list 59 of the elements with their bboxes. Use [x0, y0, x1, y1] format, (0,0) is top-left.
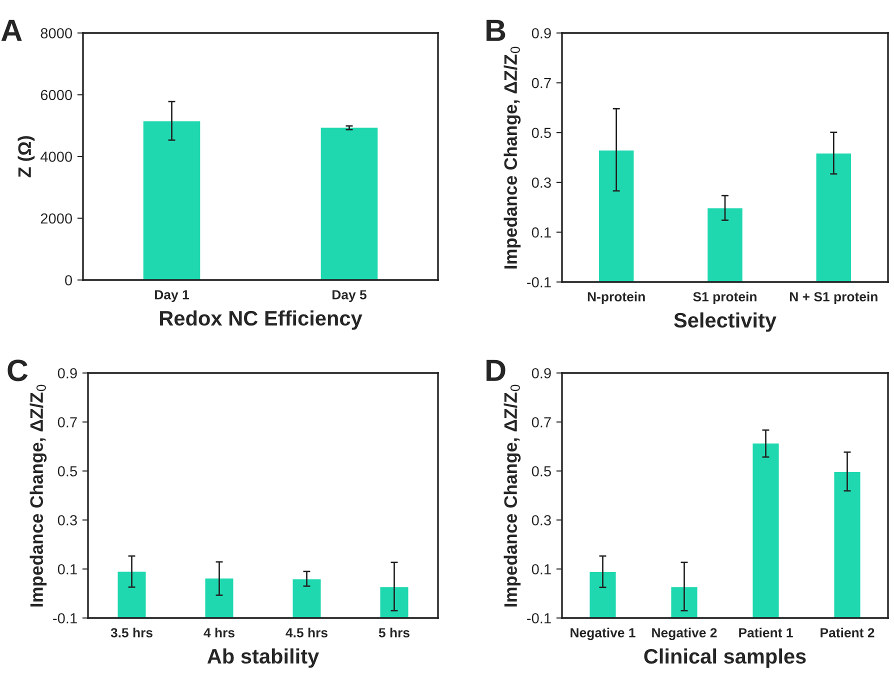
bar	[671, 587, 698, 618]
y-tick-label: 0.9	[58, 368, 77, 378]
bar	[292, 579, 321, 618]
x-tick-label: Patient 2	[820, 628, 874, 638]
y-tick-label: 0.5	[58, 466, 77, 476]
x-axis-title: Redox NC Efficiency	[160, 310, 362, 330]
y-tick-label: 0.7	[58, 417, 77, 428]
y-tick-label: 0.3	[532, 178, 551, 188]
x-tick-label: Day 5	[332, 290, 366, 302]
y-axis-title: Impedance Change, ΔZ/Z$_{0}$	[504, 384, 521, 607]
y-axis-title: Z (Ω)	[18, 136, 35, 178]
chart-title: A	[1, 20, 22, 41]
bar	[205, 578, 234, 618]
y-tick-label: 0.3	[532, 515, 551, 526]
bar	[834, 472, 860, 618]
bar	[380, 587, 408, 618]
y-tick-label: 8000	[40, 28, 72, 38]
x-tick-label: Negative 1	[570, 628, 636, 640]
x-tick-label: 5 hrs	[378, 628, 410, 638]
x-tick-label: S1 protein	[693, 292, 756, 304]
x-tick-label: 3.5 hrs	[110, 628, 152, 638]
bar	[708, 208, 742, 282]
y-tick-label: 0.1	[532, 227, 551, 238]
y-tick-label: -0.1	[527, 277, 551, 288]
bar	[598, 150, 634, 282]
bar	[752, 444, 779, 618]
y-axis-title: Impedance Change, ΔZ/Z$_{0}$	[504, 46, 521, 269]
x-axis-title: Clinical samples	[644, 648, 806, 668]
bar	[816, 154, 852, 282]
chart-title: B	[486, 20, 506, 41]
y-tick-label: 0	[65, 275, 72, 286]
x-tick-label: Day 1	[155, 290, 189, 302]
chart-title: D	[486, 360, 506, 381]
x-tick-label: Negative 2	[652, 628, 717, 640]
y-tick-label: 0.7	[532, 417, 551, 428]
y-tick-label: -0.1	[53, 613, 77, 624]
y-tick-label: 2000	[40, 213, 72, 224]
y-tick-label: 0.9	[532, 368, 551, 378]
y-tick-label: 6000	[40, 90, 72, 100]
x-tick-label: 4.5 hrs	[286, 628, 328, 638]
y-tick-label: 0.1	[532, 564, 551, 574]
y-tick-label: -0.1	[527, 613, 551, 624]
y-tick-label: 0.1	[58, 564, 77, 574]
x-tick-label: Patient 1	[739, 628, 793, 638]
y-tick-label: 0.5	[532, 466, 551, 476]
y-axis-title: Impedance Change, ΔZ/Z$_{0}$	[30, 384, 47, 607]
y-tick-label: 0.5	[532, 128, 551, 138]
y-tick-label: 0.7	[532, 78, 551, 88]
x-tick-label: 4 hrs	[204, 628, 234, 638]
x-tick-label: N + S1 protein	[790, 292, 878, 304]
x-tick-label: N-protein	[588, 292, 645, 304]
chart-title: C	[8, 360, 28, 382]
bar	[118, 572, 146, 618]
y-tick-label: 0.3	[58, 515, 77, 526]
x-axis-title: Ab stability	[207, 648, 320, 668]
y-tick-label: 0.9	[532, 28, 551, 38]
y-tick-label: 4000	[40, 152, 72, 162]
x-axis-title: Selectivity	[674, 312, 776, 332]
bar	[590, 572, 616, 618]
